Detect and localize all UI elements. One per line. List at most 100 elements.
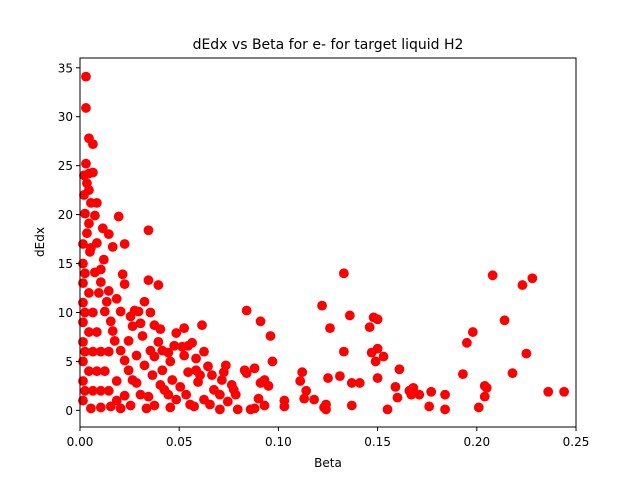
data-point bbox=[98, 254, 109, 265]
data-point bbox=[249, 363, 260, 374]
data-point bbox=[107, 242, 118, 252]
data-point bbox=[147, 370, 158, 381]
data-point bbox=[458, 369, 468, 380]
data-point bbox=[394, 364, 405, 375]
data-point bbox=[88, 307, 98, 318]
data-point bbox=[123, 365, 134, 376]
data-point bbox=[197, 320, 207, 331]
chart-title: dEdx vs Beta for e- for target liquid H2 bbox=[193, 37, 464, 53]
data-point bbox=[325, 323, 335, 334]
data-point bbox=[79, 190, 89, 200]
data-point bbox=[84, 366, 94, 377]
data-point bbox=[84, 288, 94, 298]
data-point bbox=[113, 211, 124, 222]
data-point bbox=[301, 385, 312, 396]
data-point bbox=[103, 346, 114, 357]
data-point bbox=[214, 404, 225, 415]
data-point bbox=[119, 390, 130, 401]
data-point bbox=[390, 381, 401, 392]
data-point bbox=[105, 401, 116, 412]
data-point bbox=[171, 328, 182, 338]
scatter-points bbox=[78, 71, 569, 415]
data-point bbox=[214, 389, 225, 400]
data-point bbox=[440, 404, 450, 415]
data-point bbox=[139, 360, 150, 371]
data-point bbox=[517, 280, 528, 290]
x-tick-label: 0.00 bbox=[67, 435, 94, 449]
data-point bbox=[241, 305, 252, 316]
x-axis: 0.00 0.05 0.10 0.15 0.20 0.25 bbox=[67, 427, 589, 449]
data-point bbox=[338, 346, 349, 357]
data-point bbox=[299, 393, 310, 404]
y-tick-label: 25 bbox=[58, 159, 73, 173]
data-point bbox=[78, 297, 88, 308]
data-point bbox=[143, 391, 154, 402]
data-point bbox=[335, 371, 345, 381]
data-point bbox=[157, 365, 168, 376]
data-point bbox=[321, 404, 331, 415]
x-axis-label: Beta bbox=[314, 456, 342, 470]
data-point bbox=[338, 268, 349, 279]
data-point bbox=[255, 316, 266, 327]
data-point bbox=[103, 229, 114, 240]
data-point bbox=[228, 384, 239, 395]
data-point bbox=[414, 389, 425, 400]
data-point bbox=[191, 365, 201, 376]
data-point bbox=[155, 380, 166, 390]
data-point bbox=[81, 103, 91, 113]
data-point bbox=[253, 393, 264, 404]
data-point bbox=[78, 336, 88, 347]
data-point bbox=[123, 335, 134, 346]
data-point bbox=[346, 378, 357, 388]
data-point bbox=[80, 268, 90, 279]
data-point bbox=[111, 376, 122, 386]
data-point bbox=[183, 367, 194, 378]
data-point bbox=[309, 394, 320, 405]
data-point bbox=[267, 356, 278, 367]
data-point bbox=[125, 400, 136, 411]
data-point bbox=[344, 310, 355, 321]
data-point bbox=[80, 385, 90, 396]
data-point bbox=[78, 239, 88, 249]
data-point bbox=[487, 270, 498, 281]
data-point bbox=[543, 386, 554, 397]
data-point bbox=[499, 315, 510, 326]
data-point bbox=[143, 225, 154, 236]
y-tick-label: 35 bbox=[58, 61, 73, 75]
data-point bbox=[157, 345, 168, 356]
data-point bbox=[119, 355, 130, 366]
data-point bbox=[153, 280, 164, 290]
data-point bbox=[255, 378, 266, 388]
data-point bbox=[521, 348, 532, 359]
data-point bbox=[241, 368, 252, 379]
data-point bbox=[145, 345, 156, 356]
data-point bbox=[295, 376, 306, 386]
data-point bbox=[86, 197, 96, 208]
data-point bbox=[179, 350, 190, 361]
data-point bbox=[479, 391, 490, 402]
data-point bbox=[125, 311, 136, 322]
plot-frame bbox=[79, 57, 577, 428]
y-tick-label: 10 bbox=[58, 306, 73, 320]
data-point bbox=[81, 71, 91, 82]
data-point bbox=[199, 346, 209, 357]
data-point bbox=[408, 382, 419, 393]
data-point bbox=[145, 307, 156, 318]
data-point bbox=[88, 139, 98, 150]
data-point bbox=[323, 373, 333, 383]
data-point bbox=[181, 389, 192, 400]
data-point bbox=[155, 324, 166, 335]
data-point bbox=[167, 375, 178, 385]
data-point bbox=[84, 327, 94, 337]
data-point bbox=[559, 386, 569, 397]
data-point bbox=[149, 400, 160, 411]
data-point bbox=[81, 158, 91, 169]
data-point bbox=[88, 346, 98, 357]
data-point bbox=[205, 399, 215, 410]
data-point bbox=[440, 389, 450, 400]
data-point bbox=[109, 335, 120, 346]
data-point bbox=[265, 331, 276, 341]
data-point bbox=[259, 400, 270, 411]
data-point bbox=[346, 400, 357, 411]
data-point bbox=[95, 385, 106, 396]
